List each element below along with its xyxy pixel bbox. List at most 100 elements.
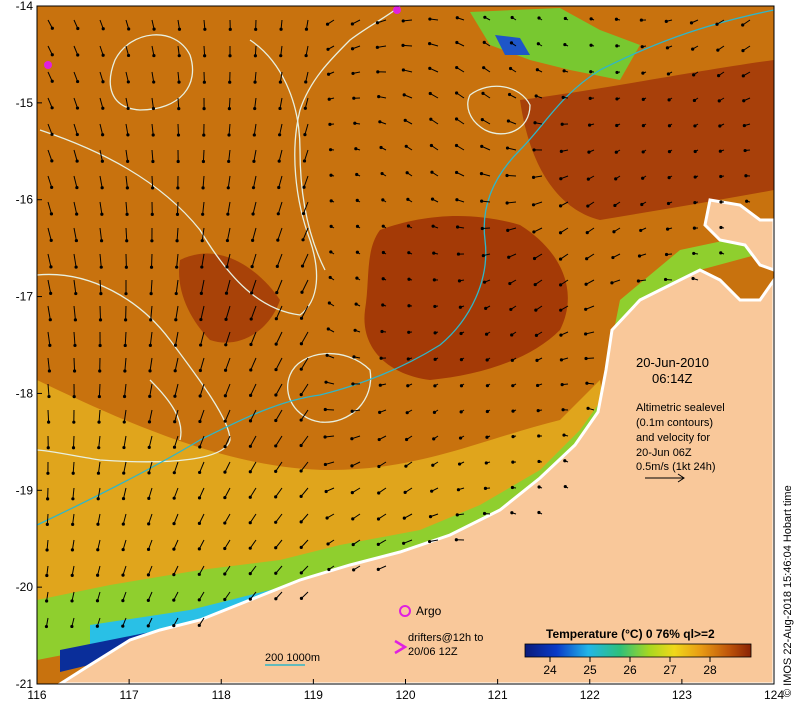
- velocity-vector: [174, 383, 179, 397]
- velocity-vector-head: [227, 159, 231, 164]
- velocity-vector: [148, 539, 153, 550]
- velocity-vector-head: [172, 624, 176, 628]
- velocity-vector-head: [561, 95, 565, 99]
- velocity-vector-head: [454, 538, 458, 542]
- velocity-vector-head: [560, 383, 564, 387]
- velocity-vector-head: [223, 546, 227, 551]
- velocity-vector-head: [664, 252, 669, 257]
- velocity-vector: [224, 539, 231, 549]
- velocity-vector-head: [304, 80, 308, 84]
- velocity-vector: [300, 539, 309, 548]
- velocity-vector-head: [636, 279, 641, 283]
- velocity-vector-head: [75, 185, 79, 190]
- isobath-200m: [37, 9, 774, 526]
- velocity-vector: [275, 383, 283, 396]
- velocity-vector: [300, 409, 309, 421]
- legend-line-1: Altimetric sealevel: [636, 402, 725, 414]
- velocity-vector-head: [48, 318, 52, 322]
- velocity-vector-head: [274, 342, 278, 346]
- velocity-vector-head: [350, 464, 354, 468]
- velocity-vector-head: [482, 66, 486, 70]
- velocity-vector-head: [480, 118, 484, 122]
- velocity-vector-head: [480, 144, 484, 148]
- velocity-vector-head: [301, 211, 306, 216]
- velocity-vector-head: [485, 409, 489, 414]
- velocity-vector-head: [299, 367, 303, 371]
- velocity-vector-head: [228, 80, 232, 84]
- velocity-vector-head: [45, 522, 49, 527]
- velocity-vector-head: [355, 276, 359, 280]
- velocity-vector-head: [326, 47, 330, 51]
- velocity-vector-head: [689, 21, 694, 25]
- velocity-vector-head: [563, 459, 567, 463]
- velocity-vector: [99, 123, 104, 135]
- velocity-vector-head: [534, 308, 538, 312]
- velocity-vector-head: [584, 282, 588, 286]
- velocity-vector: [148, 435, 153, 448]
- velocity-vector-head: [76, 79, 80, 84]
- velocity-vector-head: [563, 42, 567, 47]
- velocity-vector-head: [45, 548, 49, 552]
- velocity-vector: [253, 175, 257, 188]
- scale-arrow: [645, 473, 685, 483]
- velocity-vector-head: [429, 117, 433, 121]
- velocity-vector-head: [663, 277, 668, 282]
- velocity-vector-head: [149, 292, 153, 296]
- velocity-vector-head: [510, 333, 514, 337]
- coastal-blue-band: [60, 410, 620, 672]
- velocity-vector-head: [73, 343, 77, 348]
- velocity-vector-head: [121, 573, 125, 577]
- velocity-vector-head: [172, 573, 176, 577]
- velocity-vector-head: [403, 118, 407, 122]
- velocity-vector-head: [45, 573, 49, 578]
- velocity-vector-head: [610, 281, 614, 285]
- velocity-vector-head: [407, 304, 411, 308]
- velocity-vector: [250, 305, 257, 320]
- velocity-vector-head: [96, 548, 100, 552]
- velocity-vector: [201, 253, 205, 268]
- velocity-vector-head: [350, 409, 354, 413]
- velocity-vector-head: [641, 176, 645, 180]
- velocity-vector-head: [148, 369, 152, 373]
- velocity-vector-head: [457, 279, 462, 283]
- velocity-vector-head: [375, 21, 380, 25]
- velocity-vector: [99, 175, 103, 188]
- velocity-vector-head: [251, 238, 255, 242]
- velocity-vector-head: [151, 106, 156, 111]
- velocity-vector-head: [693, 175, 697, 179]
- velocity-vector-head: [47, 394, 51, 399]
- velocity-vector-head: [278, 106, 282, 111]
- velocity-vector: [224, 513, 231, 524]
- velocity-vector-head: [559, 358, 564, 362]
- velocity-vector-head: [200, 265, 204, 269]
- velocity-vector-head: [299, 571, 303, 575]
- velocity-vector: [47, 305, 51, 320]
- velocity-vector-head: [202, 133, 206, 137]
- velocity-vector-head: [640, 202, 644, 207]
- velocity-vector-head: [535, 358, 539, 363]
- velocity-vector-head: [407, 330, 411, 334]
- colorbar-tick-label: 24: [543, 663, 557, 677]
- velocity-vector: [300, 435, 309, 446]
- velocity-vector: [254, 45, 257, 56]
- velocity-vector-head: [147, 445, 151, 450]
- velocity-vector-head: [277, 159, 281, 163]
- velocity-vector-head: [299, 393, 303, 397]
- velocity-vector-head: [536, 383, 540, 388]
- velocity-vector: [300, 461, 309, 472]
- velocity-vector-head: [146, 547, 151, 551]
- velocity-vector-head: [174, 291, 178, 296]
- velocity-vector-head: [531, 175, 536, 179]
- velocity-vector-head: [299, 520, 303, 524]
- velocity-vector-head: [376, 542, 380, 547]
- velocity-vector-head: [74, 238, 78, 243]
- velocity-vector-head: [248, 546, 252, 550]
- velocity-vector-head: [99, 292, 103, 296]
- velocity-vector-head: [484, 306, 488, 310]
- velocity-vector: [173, 513, 179, 524]
- velocity-vector-head: [274, 367, 278, 372]
- velocity-vector: [305, 71, 309, 83]
- velocity-vector-head: [586, 177, 590, 181]
- velocity-vector: [224, 409, 231, 422]
- velocity-vector-head: [558, 231, 563, 235]
